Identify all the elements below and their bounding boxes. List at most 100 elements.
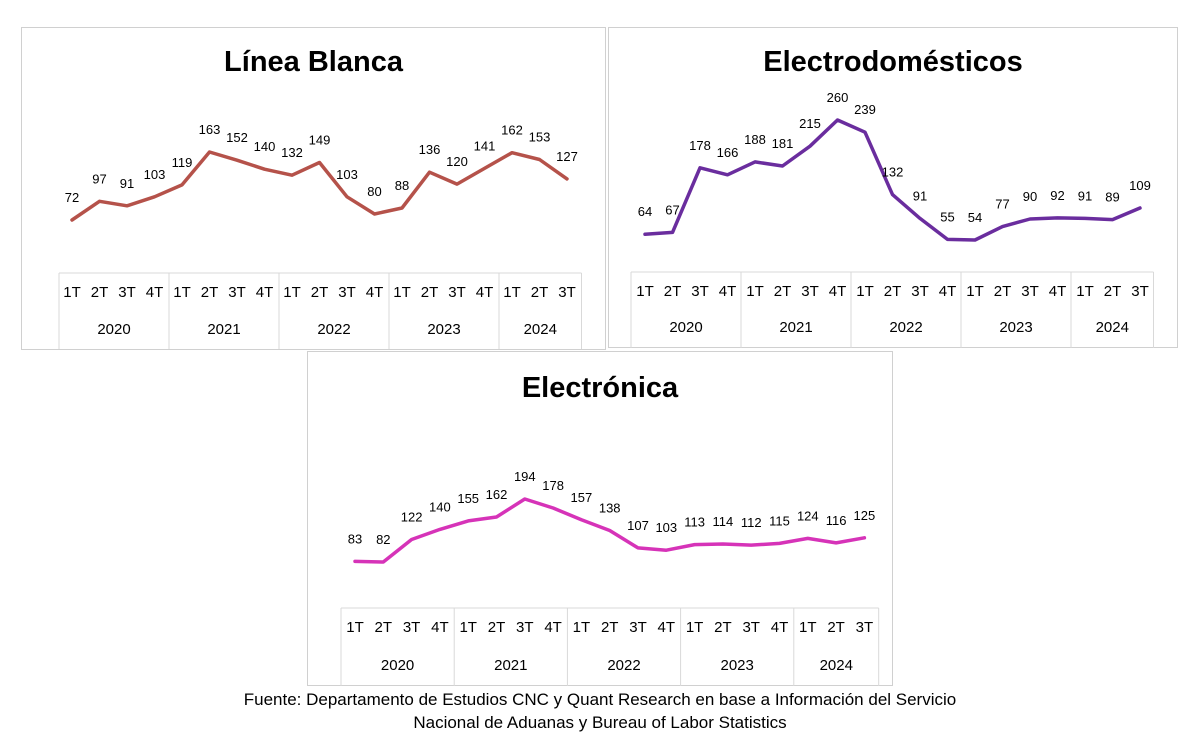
tick-label: 1T — [503, 284, 521, 301]
chart-plot: 83 82 122 140 155 162 194 178 157 138 107 103 113 114… — [340, 469, 880, 686]
data-label: 120 — [446, 154, 468, 169]
data-label: 92 — [1050, 188, 1064, 203]
tick-label: 1T — [393, 284, 411, 301]
tick-label: 2T — [1104, 283, 1122, 300]
tick-label: 3T — [742, 619, 760, 636]
data-label: 132 — [882, 165, 904, 180]
tick-label: 1T — [63, 284, 81, 301]
data-label: 103 — [144, 167, 166, 182]
data-label: 88 — [395, 178, 409, 193]
tick-label: 2T — [664, 283, 682, 300]
tick-label: 2T — [488, 619, 506, 636]
tick-label: 1T — [173, 284, 191, 301]
data-label: 107 — [627, 518, 649, 533]
year-label: 2020 — [669, 319, 702, 336]
tick-label: 4T — [829, 283, 847, 300]
data-label: 77 — [995, 197, 1009, 212]
data-label: 138 — [599, 501, 621, 516]
tick-label: 1T — [459, 619, 477, 636]
data-label: 260 — [827, 90, 849, 105]
tick-label: 2T — [994, 283, 1012, 300]
data-label: 64 — [638, 204, 652, 219]
data-label: 91 — [1078, 188, 1092, 203]
tick-label: 3T — [118, 284, 136, 301]
year-label: 2024 — [1096, 319, 1129, 336]
tick-label: 3T — [1131, 283, 1149, 300]
data-label: 82 — [376, 532, 390, 547]
year-label: 2020 — [381, 657, 414, 674]
source-line-1: Fuente: Departamento de Estudios CNC y Q… — [243, 690, 957, 709]
tick-label: 3T — [516, 619, 534, 636]
tick-label: 3T — [629, 619, 647, 636]
chart-panel-electronica: Electrónica 83 82 122 140 155 162 194 178 157 138… — [307, 351, 893, 686]
data-label: 89 — [1105, 190, 1119, 205]
tick-label: 4T — [476, 284, 494, 301]
tick-label: 1T — [1076, 283, 1094, 300]
tick-label: 1T — [346, 619, 364, 636]
tick-label: 2T — [421, 284, 439, 301]
tick-label: 2T — [827, 619, 845, 636]
data-label: 136 — [419, 142, 441, 157]
data-label: 181 — [772, 136, 794, 151]
tick-label: 2T — [531, 284, 549, 301]
data-label: 91 — [120, 176, 134, 191]
tick-label: 3T — [911, 283, 929, 300]
tick-label: 1T — [856, 283, 874, 300]
data-label: 125 — [854, 508, 876, 523]
data-label: 239 — [854, 102, 876, 117]
tick-label: 4T — [1049, 283, 1067, 300]
chart-plot: 64 67 178 166 188 181 215 260 239 132 91 55 54 77 90 92… — [630, 90, 1154, 348]
data-label: 103 — [655, 520, 677, 535]
tick-label: 2T — [201, 284, 219, 301]
tick-label: 4T — [431, 619, 449, 636]
source-line-2: Nacional de Aduanas y Bureau of Labor St… — [413, 713, 787, 732]
year-label: 2024 — [820, 657, 853, 674]
data-label: 67 — [665, 202, 679, 217]
year-label: 2023 — [427, 321, 460, 338]
data-label: 80 — [367, 184, 381, 199]
data-label: 132 — [281, 145, 303, 160]
year-label: 2022 — [607, 657, 640, 674]
data-label: 149 — [309, 132, 331, 147]
series-line — [70, 150, 569, 222]
data-label: 141 — [474, 138, 496, 153]
data-label: 166 — [717, 145, 739, 160]
tick-label: 1T — [636, 283, 654, 300]
data-label: 55 — [940, 209, 954, 224]
data-label: 112 — [741, 515, 762, 530]
data-label: 54 — [968, 210, 982, 225]
chart-panel-electrodomesticos: Electrodomésticos 64 67 178 166 188 181 215 260… — [608, 27, 1178, 348]
tick-label: 3T — [801, 283, 819, 300]
chart-panel-linea-blanca: Línea Blanca 72 97 91 103 119 163 152 140 132 149… — [21, 27, 606, 350]
data-label: 194 — [514, 469, 536, 484]
data-label: 178 — [542, 478, 564, 493]
tick-label: 3T — [228, 284, 246, 301]
data-label: 119 — [172, 155, 193, 170]
chart-plot: 72 97 91 103 119 163 152 140 132 149 103 80 88 136 120… — [58, 122, 582, 349]
data-label: 124 — [797, 508, 819, 523]
tick-label: 3T — [691, 283, 709, 300]
data-label: 109 — [1129, 178, 1151, 193]
data-label: 140 — [429, 499, 451, 514]
data-label: 140 — [254, 139, 276, 154]
data-label: 153 — [529, 129, 551, 144]
tick-label: 2T — [375, 619, 393, 636]
data-label: 163 — [199, 122, 221, 137]
year-label: 2021 — [207, 321, 240, 338]
year-label: 2022 — [317, 321, 350, 338]
year-label: 2024 — [524, 321, 557, 338]
data-label: 114 — [713, 514, 734, 529]
data-label: 103 — [336, 167, 358, 182]
year-label: 2023 — [721, 657, 754, 674]
tick-label: 4T — [939, 283, 957, 300]
tick-label: 4T — [366, 284, 384, 301]
data-label: 83 — [348, 531, 362, 546]
tick-label: 4T — [146, 284, 164, 301]
data-label: 127 — [556, 149, 578, 164]
year-label: 2020 — [97, 321, 130, 338]
tick-label: 2T — [714, 619, 732, 636]
tick-label: 4T — [719, 283, 737, 300]
chart-title: Electrodomésticos — [763, 46, 1023, 78]
series-line — [643, 118, 1142, 242]
data-label: 97 — [92, 171, 106, 186]
